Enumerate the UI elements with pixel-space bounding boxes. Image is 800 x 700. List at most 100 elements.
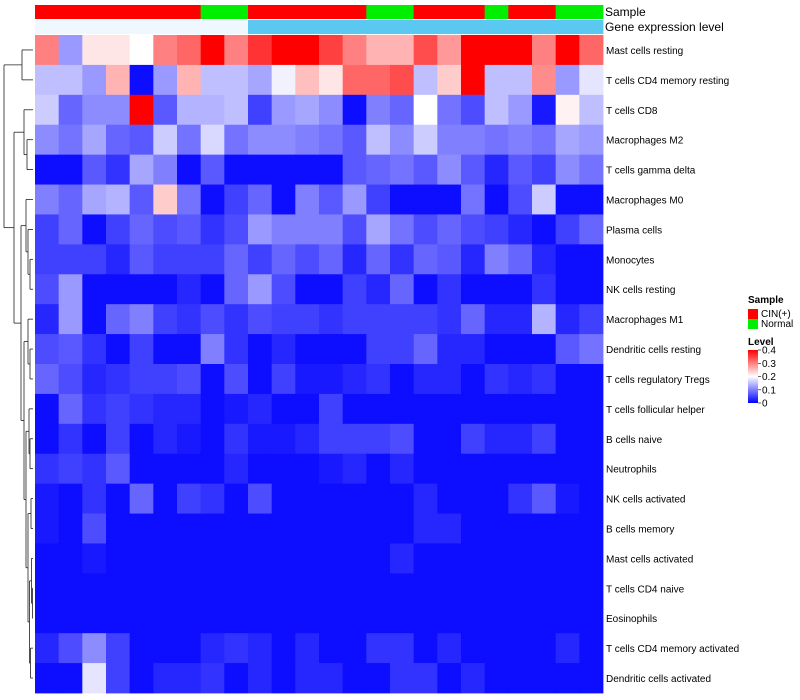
legend-label-cin: CIN(+) [761, 309, 791, 320]
heatmap-cell [200, 543, 225, 574]
heatmap-cell [579, 663, 604, 694]
row-label: Dendritic cells resting [606, 345, 701, 356]
heatmap-cell [342, 364, 367, 395]
heatmap-cell [153, 603, 178, 634]
heatmap-cell [224, 513, 249, 544]
annotation-expression-cell [271, 20, 296, 34]
heatmap-cell [484, 633, 509, 664]
heatmap-cell [413, 184, 438, 215]
annotation-expression-cell [532, 20, 557, 34]
heatmap-cell [342, 124, 367, 156]
heatmap-cell [295, 64, 320, 96]
heatmap-cell [177, 513, 202, 544]
heatmap-cell [35, 364, 60, 395]
heatmap-cell [484, 154, 509, 185]
heatmap-cell [82, 184, 107, 215]
heatmap-cell [390, 543, 415, 574]
heatmap-cell [390, 154, 415, 185]
heatmap-cell [248, 124, 273, 156]
heatmap-cell [248, 364, 273, 395]
heatmap-cell [248, 244, 273, 275]
row-label: Mast cells activated [606, 554, 693, 565]
heatmap-cell [35, 94, 60, 126]
heatmap-cell [366, 453, 391, 485]
row-label: T cells CD4 naive [606, 584, 685, 595]
heatmap-cell [35, 214, 60, 245]
heatmap-cell [413, 154, 438, 185]
annotation-sample-cell [129, 5, 154, 19]
heatmap-cell [579, 184, 604, 215]
heatmap-cell [366, 513, 391, 544]
annotation-expression-cell [82, 20, 107, 34]
heatmap-cell [319, 334, 344, 365]
heatmap-cell [390, 64, 415, 96]
heatmap-cell [390, 573, 415, 604]
heatmap-cell [35, 663, 60, 694]
heatmap-cell [484, 663, 509, 694]
heatmap-cell [366, 244, 391, 275]
heatmap-cell [271, 244, 296, 275]
heatmap-cell [129, 94, 154, 126]
heatmap-cell [106, 483, 131, 514]
heatmap-cell [295, 603, 320, 634]
heatmap-cell [271, 214, 296, 245]
heatmap-cell [200, 154, 225, 185]
heatmap-cell [437, 633, 462, 664]
heatmap-cell [153, 483, 178, 514]
heatmap-cell [177, 64, 202, 96]
heatmap-cell [484, 483, 509, 514]
heatmap-cells [35, 35, 604, 694]
legend-level-ticks: 0.4 0.3 0.2 0.1 0 [758, 346, 776, 410]
annotation-expression-cell [437, 20, 462, 34]
heatmap-cell [342, 393, 367, 425]
heatmap-cell [248, 64, 273, 96]
heatmap-cell [82, 423, 107, 455]
heatmap-cell [342, 154, 367, 185]
heatmap-cell [366, 304, 391, 335]
heatmap-cell [129, 543, 154, 574]
heatmap-cell [532, 543, 557, 574]
heatmap-cell [129, 633, 154, 664]
heatmap-cell [413, 304, 438, 335]
row-label: Neutrophils [606, 465, 657, 476]
heatmap-cell [508, 94, 533, 126]
heatmap-cell [413, 35, 438, 66]
heatmap-cell [555, 94, 580, 126]
heatmap-cell [177, 423, 202, 455]
heatmap-cell [177, 154, 202, 185]
heatmap-cell [177, 483, 202, 514]
heatmap-cell [200, 334, 225, 365]
heatmap-cell [271, 154, 296, 185]
annotation-expression-cell [390, 20, 415, 34]
heatmap-cell [437, 603, 462, 634]
heatmap-cell [461, 214, 486, 245]
heatmap-cell [153, 453, 178, 485]
heatmap-cell [532, 214, 557, 245]
heatmap-cell [413, 64, 438, 96]
annotation-sample-cell [366, 5, 391, 19]
annotation-sample-cell [248, 5, 273, 19]
heatmap-cell [555, 453, 580, 485]
heatmap-cell [484, 453, 509, 485]
annotation-sample-cell [461, 5, 486, 19]
heatmap-cell [58, 35, 83, 66]
heatmap-cell [484, 603, 509, 634]
heatmap-cell [437, 453, 462, 485]
legend: Sample CIN(+) Normal Level 0.4 0.3 0.2 0.1 0 [748, 295, 793, 410]
heatmap-cell [58, 573, 83, 604]
heatmap-cell [484, 35, 509, 66]
heatmap-cell [461, 35, 486, 66]
heatmap-cell [58, 663, 83, 694]
heatmap-cell [129, 334, 154, 365]
heatmap-cell [484, 274, 509, 305]
heatmap-cell [224, 633, 249, 664]
annotation-sample-cell [319, 5, 344, 19]
heatmap-cell [484, 304, 509, 335]
heatmap-cell [271, 393, 296, 425]
heatmap-cell [390, 603, 415, 634]
heatmap-cell [437, 35, 462, 66]
heatmap-cell [319, 154, 344, 185]
heatmap-cell [508, 453, 533, 485]
row-label: Plasma cells [606, 225, 662, 236]
heatmap-cell [224, 573, 249, 604]
